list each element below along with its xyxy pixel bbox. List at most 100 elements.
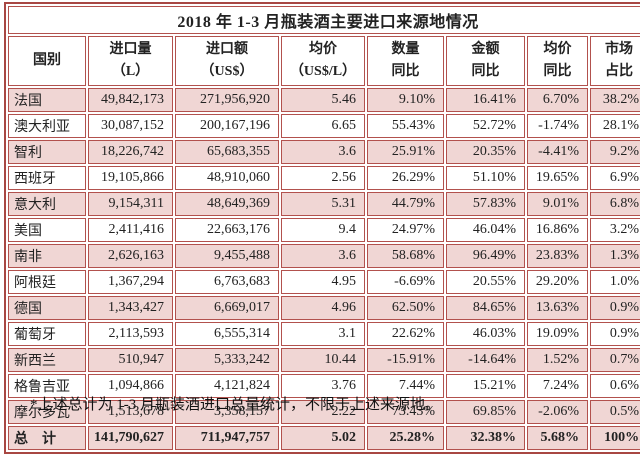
value-cell: 52.72% [446,114,525,138]
value-cell: 2.56 [281,166,365,190]
country-cell: 德国 [8,296,86,320]
value-cell: 4,121,824 [175,374,279,398]
value-cell: 51.10% [446,166,525,190]
table-row: 摩尔多瓦 1,513,678 3,358,157 2.22 73.43% 69.85% -2… [8,400,640,424]
value-cell: 1.52% [527,348,588,372]
table-row: 德国 1,343,427 6,669,017 4.96 62.50% 84.65% 13.6… [8,296,640,320]
col-header-country: 国别 [8,36,86,86]
value-cell: 48,910,060 [175,166,279,190]
value-cell: 9.10% [367,88,444,112]
value-cell: -4.41% [527,140,588,164]
value-cell: 29.20% [527,270,588,294]
value-cell: 1.3% [590,244,640,268]
value-cell: -14.64% [446,348,525,372]
col-header-import-value: 进口额 （US$） [175,36,279,86]
value-cell: 7.24% [527,374,588,398]
value-cell: 16.41% [446,88,525,112]
country-cell: 阿根廷 [8,270,86,294]
value-cell: 26.29% [367,166,444,190]
value-cell: 3.6 [281,140,365,164]
table-row: 格鲁吉亚 1,094,866 4,121,824 3.76 7.44% 15.21% 7.2… [8,374,640,398]
table-row: 智利 18,226,742 65,683,355 3.6 25.91% 20.35% -4.… [8,140,640,164]
value-cell: 5.68% [527,426,588,450]
value-cell: 44.79% [367,192,444,216]
country-cell: 南非 [8,244,86,268]
value-cell: 6,555,314 [175,322,279,346]
value-cell: 19.65% [527,166,588,190]
col-header-import-volume: 进口量 （L） [88,36,173,86]
value-cell: 5.46 [281,88,365,112]
value-cell: 2,113,593 [88,322,173,346]
value-cell: 20.55% [446,270,525,294]
country-cell: 意大利 [8,192,86,216]
table-body: 法国 49,842,173 271,956,920 5.46 9.10% 16.41% 6.… [8,88,640,450]
value-cell: 2,411,416 [88,218,173,242]
value-cell: 16.86% [527,218,588,242]
value-cell: -2.06% [527,400,588,424]
value-cell: 100% [590,426,640,450]
value-cell: 19,105,866 [88,166,173,190]
value-cell: 18,226,742 [88,140,173,164]
value-cell: 22.62% [367,322,444,346]
value-cell: 28.1% [590,114,640,138]
value-cell: 1,094,866 [88,374,173,398]
value-cell: 4.95 [281,270,365,294]
table-row: 意大利 9,154,311 48,649,369 5.31 44.79% 57.83% 9.… [8,192,640,216]
table-row: 法国 49,842,173 271,956,920 5.46 9.10% 16.41% 6.… [8,88,640,112]
value-cell: -15.91% [367,348,444,372]
col-header-market-share: 市场 占比 [590,36,640,86]
value-cell: 5,333,242 [175,348,279,372]
title-row: 2018 年 1-3 月瓶装酒主要进口来源地情况 [8,6,640,34]
value-cell: 5.02 [281,426,365,450]
value-cell: 57.83% [446,192,525,216]
header-row: 国别 进口量 （L） 进口额 （US$） 均价 （US$/L） 数量 同比 金额… [8,36,640,86]
value-cell: 96.49% [446,244,525,268]
value-cell: 69.85% [446,400,525,424]
total-row: 总 计 141,790,627 711,947,757 5.02 25.28% 32.38… [8,426,640,450]
country-cell: 格鲁吉亚 [8,374,86,398]
value-cell: 62.50% [367,296,444,320]
value-cell: 510,947 [88,348,173,372]
value-cell: 711,947,757 [175,426,279,450]
value-cell: 6,763,683 [175,270,279,294]
value-cell: 3.1 [281,322,365,346]
value-cell: 15.21% [446,374,525,398]
value-cell: 4.96 [281,296,365,320]
value-cell: 1,367,294 [88,270,173,294]
value-cell: 3.2% [590,218,640,242]
import-table: 2018 年 1-3 月瓶装酒主要进口来源地情况 国别 进口量 （L） 进口额 … [4,2,640,454]
value-cell: -1.74% [527,114,588,138]
footnote: *上述总计为 1-3 月瓶装酒进口总量统计，不限于上述来源地。 [30,397,440,413]
value-cell: 49,842,173 [88,88,173,112]
col-header-qty-yoy: 数量 同比 [367,36,444,86]
value-cell: 0.9% [590,296,640,320]
value-cell: 0.9% [590,322,640,346]
value-cell: 20.35% [446,140,525,164]
table-row: 新西兰 510,947 5,333,242 10.44 -15.91% -14.64% 1.… [8,348,640,372]
country-cell: 美国 [8,218,86,242]
value-cell: 10.44 [281,348,365,372]
value-cell: 9.2% [590,140,640,164]
value-cell: 0.5% [590,400,640,424]
table-row: 阿根廷 1,367,294 6,763,683 4.95 -6.69% 20.55% 29.… [8,270,640,294]
value-cell: 25.91% [367,140,444,164]
value-cell: 30,087,152 [88,114,173,138]
value-cell: 48,649,369 [175,192,279,216]
country-cell: 智利 [8,140,86,164]
value-cell: 24.97% [367,218,444,242]
value-cell: 46.03% [446,322,525,346]
col-header-value-yoy: 金额 同比 [446,36,525,86]
value-cell: 7.44% [367,374,444,398]
value-cell: 9,154,311 [88,192,173,216]
table-row: 南非 2,626,163 9,455,488 3.6 58.68% 96.49% 23.83… [8,244,640,268]
value-cell: 46.04% [446,218,525,242]
value-cell: 9,455,488 [175,244,279,268]
value-cell: 271,956,920 [175,88,279,112]
value-cell: 3.76 [281,374,365,398]
value-cell: 55.43% [367,114,444,138]
value-cell: 38.2% [590,88,640,112]
value-cell: 5.31 [281,192,365,216]
table-row: 澳大利亚 30,087,152 200,167,196 6.65 55.43% 52.72… [8,114,640,138]
import-table-container: 2018 年 1-3 月瓶装酒主要进口来源地情况 国别 进口量 （L） 进口额 … [4,2,640,454]
value-cell: -6.69% [367,270,444,294]
